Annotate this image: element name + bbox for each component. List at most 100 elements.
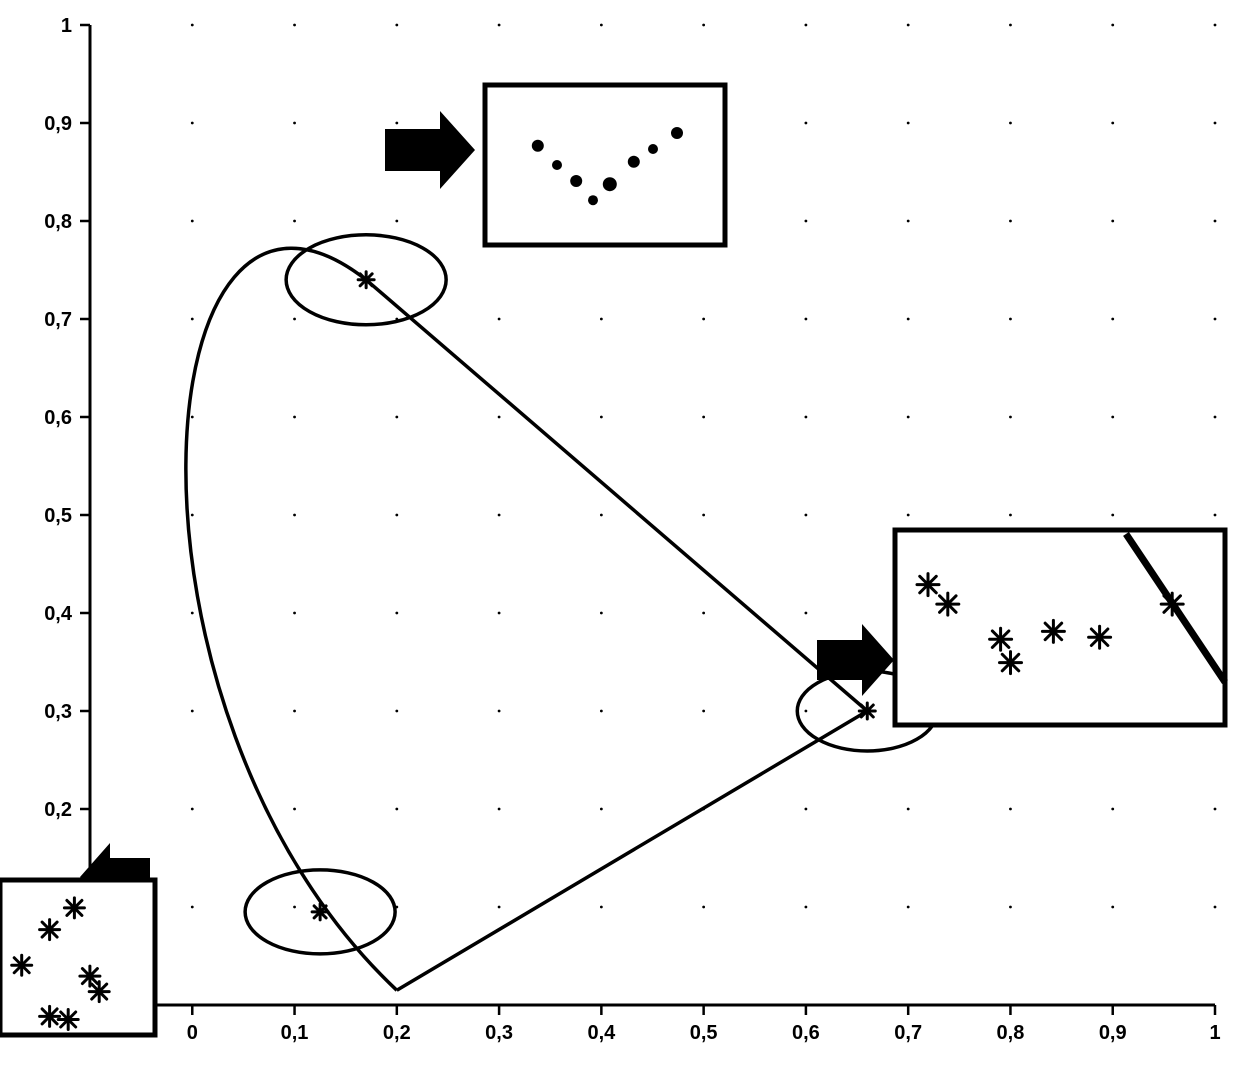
asterisk-icon bbox=[1042, 620, 1064, 642]
grid-dot bbox=[805, 808, 808, 811]
arrow-icon bbox=[817, 624, 894, 696]
inset-point bbox=[552, 160, 562, 170]
grid-dot bbox=[498, 24, 501, 27]
grid-dot bbox=[1111, 416, 1114, 419]
grid-dot bbox=[1009, 906, 1012, 909]
asterisk-icon bbox=[358, 272, 374, 288]
y-tick-label: 0,2 bbox=[44, 799, 72, 821]
y-ticks: 0,10,20,30,40,50,60,70,80,91 bbox=[44, 15, 90, 919]
inset-frame bbox=[895, 530, 1225, 725]
grid-dot bbox=[702, 514, 705, 517]
inset-top bbox=[485, 85, 725, 245]
grid-dot bbox=[1009, 24, 1012, 27]
asterisk-icon bbox=[80, 966, 100, 986]
grid-dot bbox=[907, 318, 910, 321]
arrow-top bbox=[385, 111, 475, 189]
grid-dot bbox=[907, 416, 910, 419]
inset-point bbox=[570, 175, 582, 187]
inset-point bbox=[648, 144, 658, 154]
grid-dot bbox=[498, 514, 501, 517]
grid-dot bbox=[293, 24, 296, 27]
grid-dot bbox=[191, 220, 194, 223]
inset-point bbox=[671, 127, 683, 139]
grid-dot bbox=[395, 710, 398, 713]
grid-dot bbox=[1214, 220, 1217, 223]
grid-dot bbox=[293, 220, 296, 223]
grid-dot bbox=[191, 416, 194, 419]
grid-dot bbox=[395, 808, 398, 811]
grid-dot bbox=[702, 906, 705, 909]
grid-dot bbox=[1214, 514, 1217, 517]
triangle-edge bbox=[397, 711, 867, 990]
grid-dot bbox=[600, 318, 603, 321]
x-ticks: 00,10,20,30,40,50,60,70,80,91 bbox=[187, 1005, 1221, 1044]
grid-dot bbox=[805, 906, 808, 909]
grid-dot bbox=[191, 318, 194, 321]
grid-dot bbox=[498, 416, 501, 419]
y-tick-label: 0,9 bbox=[44, 113, 72, 135]
y-tick-label: 0,5 bbox=[44, 505, 72, 527]
triangle-edge bbox=[366, 280, 867, 711]
grid-dot bbox=[1111, 808, 1114, 811]
grid-dot bbox=[600, 906, 603, 909]
grid-dot bbox=[395, 612, 398, 615]
asterisk-icon bbox=[937, 593, 959, 615]
grid-dot bbox=[293, 122, 296, 125]
x-tick-label: 0,4 bbox=[587, 1022, 616, 1044]
chart-svg: 00,10,20,30,40,50,60,70,80,910,10,20,30,… bbox=[0, 0, 1240, 1070]
x-tick-label: 0,1 bbox=[281, 1022, 309, 1044]
x-tick-label: 0,7 bbox=[894, 1022, 922, 1044]
y-tick-label: 0,4 bbox=[44, 603, 73, 625]
asterisk-icon bbox=[40, 920, 60, 940]
grid-dot bbox=[498, 710, 501, 713]
grid-dot bbox=[191, 710, 194, 713]
asterisk-icon bbox=[312, 904, 328, 920]
grid-dot bbox=[600, 24, 603, 27]
grid-dot bbox=[1214, 122, 1217, 125]
asterisk-icon bbox=[89, 982, 109, 1002]
y-tick-label: 0,3 bbox=[44, 701, 72, 723]
x-tick-label: 0,3 bbox=[485, 1022, 513, 1044]
grid-dot bbox=[498, 318, 501, 321]
asterisk-icon bbox=[990, 628, 1012, 650]
grid-dot bbox=[293, 416, 296, 419]
grid-dot bbox=[395, 514, 398, 517]
grid-dot bbox=[600, 416, 603, 419]
asterisk-icon bbox=[1161, 593, 1183, 615]
y-tick-label: 0,7 bbox=[44, 309, 72, 331]
inset-bottom-left bbox=[0, 880, 155, 1035]
grid-dot bbox=[805, 318, 808, 321]
grid-dot bbox=[293, 514, 296, 517]
grid-dot bbox=[805, 710, 808, 713]
asterisk-icon bbox=[1089, 626, 1111, 648]
grid-dot bbox=[395, 122, 398, 125]
grid-dot bbox=[907, 220, 910, 223]
y-tick-label: 1 bbox=[61, 15, 72, 37]
asterisk-icon bbox=[12, 955, 32, 975]
grid-dot bbox=[805, 612, 808, 615]
grid-dot bbox=[1214, 24, 1217, 27]
y-tick-label: 0,8 bbox=[44, 211, 72, 233]
circled-points bbox=[245, 235, 937, 954]
grid-dot bbox=[702, 612, 705, 615]
arrow-right bbox=[817, 624, 894, 696]
x-tick-label: 0,2 bbox=[383, 1022, 411, 1044]
grid-dot bbox=[600, 514, 603, 517]
grid-dot bbox=[498, 906, 501, 909]
x-tick-label: 1 bbox=[1209, 1022, 1220, 1044]
grid-dot bbox=[805, 24, 808, 27]
grid-dot bbox=[1009, 514, 1012, 517]
x-tick-label: 0 bbox=[187, 1022, 198, 1044]
grid-dot bbox=[805, 122, 808, 125]
grid-dot bbox=[1214, 808, 1217, 811]
x-tick-label: 0,6 bbox=[792, 1022, 820, 1044]
grid-dot bbox=[1111, 24, 1114, 27]
grid-dot bbox=[907, 906, 910, 909]
grid-dot bbox=[1111, 318, 1114, 321]
grid-dot bbox=[907, 808, 910, 811]
asterisk-icon bbox=[58, 1010, 78, 1030]
grid-dot bbox=[600, 808, 603, 811]
grid-dot bbox=[1009, 808, 1012, 811]
grid-dot bbox=[600, 612, 603, 615]
grid-dot bbox=[191, 612, 194, 615]
